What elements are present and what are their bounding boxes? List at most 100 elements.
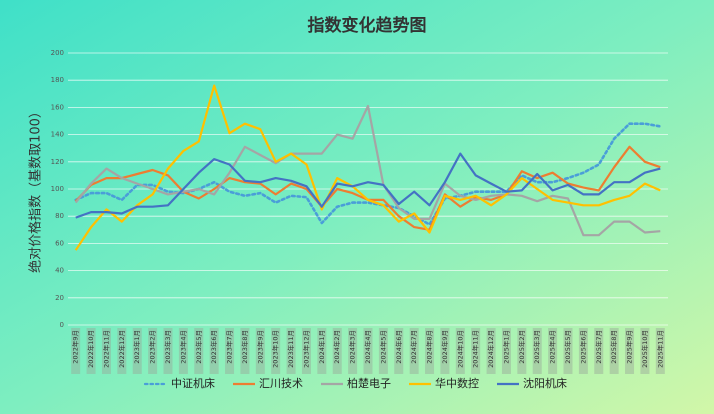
y-tick-label: 120 bbox=[51, 158, 64, 166]
x-tick-label: 2024年10月 bbox=[455, 330, 464, 368]
x-tick-label: 2025年10月 bbox=[640, 330, 649, 368]
x-tick-box bbox=[132, 328, 142, 374]
x-tick-label: 2024年1月 bbox=[317, 330, 326, 364]
x-tick-label: 2025年11月 bbox=[655, 330, 664, 368]
x-tick-label: 2023年11月 bbox=[286, 330, 295, 368]
x-tick-label: 2024年8月 bbox=[425, 330, 434, 364]
x-tick-box bbox=[409, 328, 419, 374]
x-tick-box bbox=[394, 328, 404, 374]
x-tick-label: 2023年2月 bbox=[148, 330, 157, 364]
x-tick-label: 2024年3月 bbox=[348, 330, 357, 364]
y-tick-label: 160 bbox=[51, 103, 64, 111]
x-tick-label: 2025年1月 bbox=[501, 330, 510, 364]
x-tick-box bbox=[471, 328, 481, 374]
x-tick-box bbox=[225, 328, 235, 374]
x-tick-box bbox=[301, 328, 311, 374]
series-line bbox=[75, 152, 661, 219]
y-tick-label: 40 bbox=[55, 267, 64, 275]
y-tick-label: 80 bbox=[55, 212, 64, 220]
x-tick-box bbox=[578, 328, 588, 374]
y-tick-label: 100 bbox=[51, 185, 64, 193]
x-tick-label: 2025年9月 bbox=[625, 330, 634, 364]
y-axis-title: 绝对价格指数（基数取100） bbox=[28, 105, 44, 273]
legend-label: 柏楚电子 bbox=[347, 376, 391, 390]
legend-label: 沈阳机床 bbox=[523, 376, 567, 390]
x-tick-label: 2024年2月 bbox=[332, 330, 341, 364]
x-tick-box bbox=[348, 328, 358, 374]
x-tick-label: 2025年2月 bbox=[517, 330, 526, 364]
x-tick-label: 2025年8月 bbox=[609, 330, 618, 364]
chart-title: 指数变化趋势图 bbox=[308, 15, 427, 36]
x-tick-box bbox=[486, 328, 496, 374]
x-tick-box bbox=[455, 328, 465, 374]
x-tick-box bbox=[563, 328, 573, 374]
x-tick-label: 2023年7月 bbox=[225, 330, 234, 364]
x-tick-label: 2023年12月 bbox=[301, 330, 310, 368]
x-tick-box bbox=[178, 328, 188, 374]
x-tick-label: 2022年11月 bbox=[101, 330, 110, 368]
x-tick-label: 2024年11月 bbox=[471, 330, 480, 368]
x-tick-box bbox=[640, 328, 650, 374]
y-tick-label: 60 bbox=[55, 239, 64, 247]
legend-label: 华中数控 bbox=[435, 376, 479, 390]
y-tick-label: 180 bbox=[51, 76, 64, 84]
x-tick-box bbox=[148, 328, 158, 374]
x-tick-label: 2024年12月 bbox=[486, 330, 495, 368]
x-tick-label: 2022年9月 bbox=[71, 330, 80, 364]
x-tick-label: 2024年7月 bbox=[409, 330, 418, 364]
x-tick-label: 2023年8月 bbox=[240, 330, 249, 364]
x-tick-label: 2025年5月 bbox=[563, 330, 572, 364]
x-tick-box bbox=[71, 328, 81, 374]
x-tick-label: 2023年4月 bbox=[178, 330, 187, 364]
x-tick-box bbox=[86, 328, 96, 374]
x-tick-label: 2025年7月 bbox=[594, 330, 603, 364]
x-tick-label: 2024年6月 bbox=[394, 330, 403, 364]
x-tick-label: 2023年10月 bbox=[271, 330, 280, 368]
x-tick-box bbox=[286, 328, 296, 374]
x-tick-label: 2023年6月 bbox=[209, 330, 218, 364]
y-tick-label: 140 bbox=[51, 131, 64, 139]
x-tick-label: 2023年9月 bbox=[255, 330, 264, 364]
x-tick-label: 2023年1月 bbox=[132, 330, 141, 364]
x-tick-box bbox=[594, 328, 604, 374]
x-tick-box bbox=[548, 328, 558, 374]
x-tick-box bbox=[332, 328, 342, 374]
x-tick-box bbox=[625, 328, 635, 374]
x-tick-label: 2024年4月 bbox=[363, 330, 372, 364]
x-tick-box bbox=[609, 328, 619, 374]
x-tick-label: 2022年10月 bbox=[86, 330, 95, 368]
x-tick-box bbox=[378, 328, 388, 374]
x-tick-box bbox=[317, 328, 327, 374]
x-tick-label: 2025年4月 bbox=[548, 330, 557, 364]
x-tick-label: 2023年5月 bbox=[194, 330, 203, 364]
y-tick-label: 0 bbox=[60, 321, 64, 329]
x-tick-box bbox=[255, 328, 265, 374]
y-tick-label: 20 bbox=[55, 294, 64, 302]
legend-label: 中证机床 bbox=[171, 376, 215, 390]
series-line bbox=[74, 104, 661, 237]
x-tick-box bbox=[501, 328, 511, 374]
x-tick-box bbox=[425, 328, 435, 374]
x-tick-box bbox=[363, 328, 373, 374]
x-tick-box bbox=[655, 328, 665, 374]
x-tick-box bbox=[271, 328, 281, 374]
series-line bbox=[74, 84, 661, 251]
x-tick-label: 2025年6月 bbox=[578, 330, 587, 364]
x-tick-label: 2025年3月 bbox=[532, 330, 541, 364]
x-tick-label: 2024年5月 bbox=[378, 330, 387, 364]
x-tick-box bbox=[117, 328, 127, 374]
x-tick-label: 2022年12月 bbox=[117, 330, 126, 368]
x-tick-label: 2023年3月 bbox=[163, 330, 172, 364]
x-tick-box bbox=[517, 328, 527, 374]
y-tick-label: 200 bbox=[51, 49, 64, 57]
x-tick-box bbox=[440, 328, 450, 374]
x-tick-box bbox=[101, 328, 111, 374]
x-tick-box bbox=[532, 328, 542, 374]
x-tick-box bbox=[209, 328, 219, 374]
x-tick-label: 2024年9月 bbox=[440, 330, 449, 364]
legend-label: 汇川技术 bbox=[259, 377, 303, 390]
x-tick-box bbox=[194, 328, 204, 374]
x-tick-box bbox=[240, 328, 250, 374]
